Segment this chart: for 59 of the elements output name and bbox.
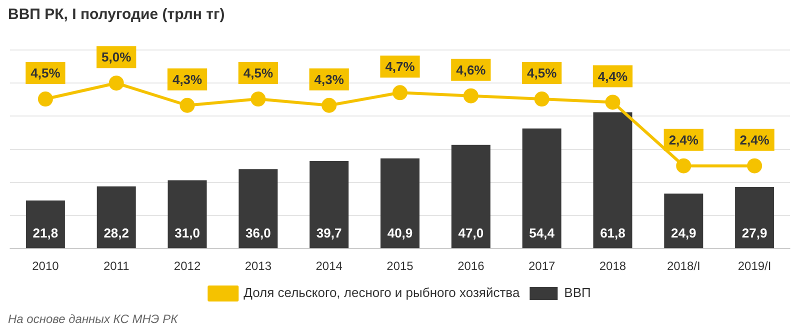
point xyxy=(534,92,550,107)
data-label: 27,9 xyxy=(742,226,768,241)
point xyxy=(38,92,53,107)
x-tick-label: 2014 xyxy=(316,259,343,274)
bar xyxy=(451,144,490,248)
bar xyxy=(735,187,774,248)
legend-label: Доля сельского, лесного и рыбного хозяйства xyxy=(244,285,520,300)
data-label: 36,0 xyxy=(246,226,271,241)
point xyxy=(605,94,620,110)
data-label: 24,9 xyxy=(670,226,696,241)
point xyxy=(747,158,762,174)
data-label: 28,2 xyxy=(104,226,130,241)
data-label: 4,3% xyxy=(172,72,203,87)
data-label: 2,4% xyxy=(740,132,770,148)
data-label: 4,6% xyxy=(456,62,486,78)
data-label: 31,0 xyxy=(174,226,200,241)
x-tick-label: 2010 xyxy=(32,259,60,274)
x-tick-label: 2018/I xyxy=(666,259,700,274)
point xyxy=(676,158,692,174)
x-tick-label: 2017 xyxy=(528,259,556,274)
data-label: 40,9 xyxy=(387,226,413,241)
data-label: 4,5% xyxy=(30,66,61,81)
bar xyxy=(664,194,704,248)
x-tick-label: 2013 xyxy=(244,259,272,274)
x-tick-label: 2018 xyxy=(599,259,626,274)
data-label: 4,7% xyxy=(385,59,416,74)
x-tick-label: 2019/I xyxy=(738,259,772,274)
point xyxy=(108,76,124,91)
data-label: 39,7 xyxy=(316,226,342,241)
x-tick-label: 2015 xyxy=(386,259,414,274)
data-label: 2,4% xyxy=(668,132,699,148)
data-label: 4,4% xyxy=(598,68,628,84)
x-tick-label: 2016 xyxy=(458,259,485,274)
x-tick-label: 2011 xyxy=(103,259,130,274)
point xyxy=(322,98,337,113)
point xyxy=(463,88,478,104)
x-tick-label: 2012 xyxy=(174,259,201,274)
bar xyxy=(380,158,420,248)
data-label: 5,0% xyxy=(102,50,132,65)
data-label: 61,8 xyxy=(600,226,626,241)
data-label: 4,5% xyxy=(527,66,558,81)
bar xyxy=(522,128,562,248)
point xyxy=(250,92,266,107)
bar xyxy=(168,180,207,248)
data-label: 47,0 xyxy=(458,226,484,241)
data-label: 4,3% xyxy=(314,72,344,87)
data-label: 4,5% xyxy=(243,66,274,81)
text: На основе данных КС МНЭ РК xyxy=(8,312,178,326)
point xyxy=(180,98,195,113)
bar xyxy=(96,186,136,248)
data-label: 54,4 xyxy=(529,226,556,241)
bar xyxy=(593,112,632,248)
data-label: 21,8 xyxy=(32,226,58,241)
bar xyxy=(310,160,349,248)
bar xyxy=(238,169,278,248)
legend-label: ВВП xyxy=(564,285,591,300)
bar xyxy=(26,200,65,248)
chart-title: ВВП РК, I полугодие (трлн тг) xyxy=(8,6,225,23)
point xyxy=(392,85,408,100)
